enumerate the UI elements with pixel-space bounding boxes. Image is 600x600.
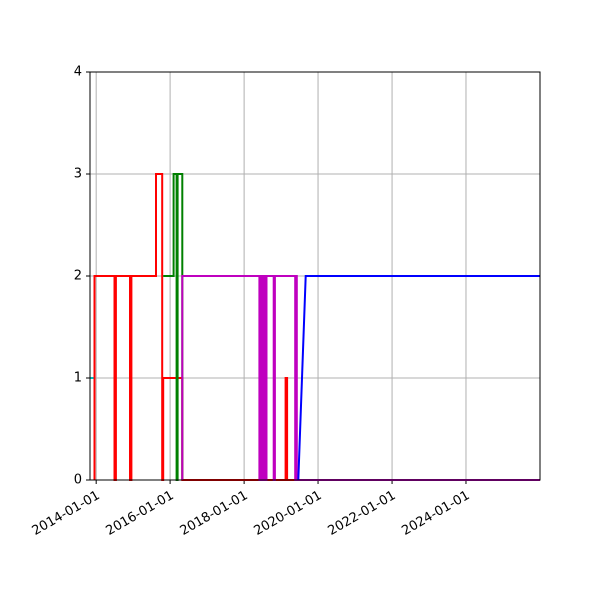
series-line-5 [297, 275, 540, 481]
y-tick-label: 2 [74, 269, 82, 284]
plot-area-frame [89, 71, 541, 481]
y-tick-label: 3 [74, 167, 82, 182]
y-tick-label: 1 [74, 371, 82, 386]
y-tick-label: 4 [74, 65, 82, 80]
y-tick-label: 0 [74, 473, 82, 488]
